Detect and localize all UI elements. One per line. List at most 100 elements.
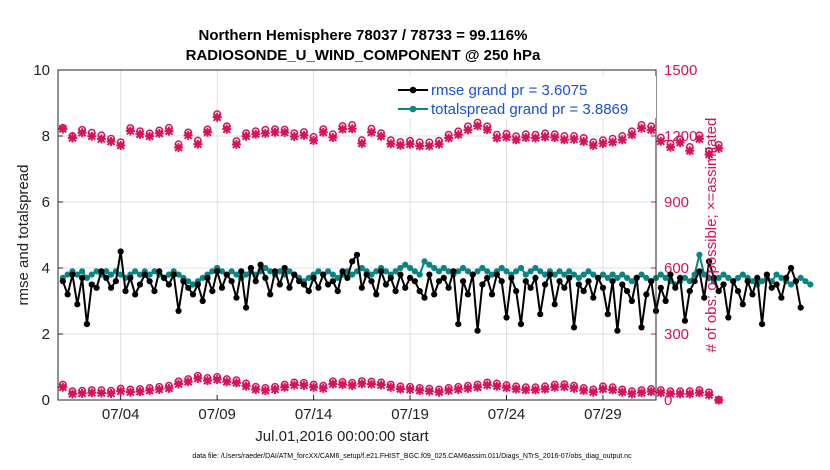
rmse-series-point	[324, 281, 332, 288]
totalspread-series-point	[189, 281, 197, 288]
rmse-series-point	[291, 271, 298, 278]
obs-assimilated-marker	[357, 138, 367, 148]
legend-totalspread-marker	[409, 105, 417, 113]
obs-assimilated-marker	[665, 142, 675, 152]
rmse-series-point	[257, 261, 264, 268]
obs-assimilated-marker	[569, 134, 579, 144]
left-y-tick-label: 2	[42, 326, 50, 343]
rmse-series-point	[339, 268, 346, 275]
rmse-series-point	[701, 294, 708, 301]
totalspread-series-point	[64, 271, 71, 278]
totalspread-series-point	[373, 268, 380, 275]
totalspread-series-point	[411, 268, 418, 275]
totalspread-series-point	[484, 268, 491, 275]
totalspread-series-point	[242, 271, 250, 278]
rmse-series-point	[575, 281, 582, 288]
rmse-series-point	[59, 278, 66, 285]
obs-assimilated-marker	[588, 140, 598, 150]
totalspread-series-point	[276, 268, 283, 275]
obs-assimilated-marker	[318, 383, 328, 393]
left-y-tick-label: 0	[42, 392, 50, 409]
totalspread-series-point	[402, 261, 409, 268]
obs-assimilated-marker	[627, 130, 637, 140]
obs-assimilated-marker	[424, 386, 434, 396]
plot-frame	[57, 69, 657, 401]
obs-assimilated-marker	[453, 384, 463, 394]
rmse-series-point	[358, 284, 365, 291]
rmse-series-point	[590, 294, 597, 301]
totalspread-series-point	[358, 264, 365, 272]
rmse-series-point	[199, 297, 206, 305]
rmse-series-point	[223, 271, 230, 278]
totalspread-series-point	[464, 268, 472, 275]
obs-assimilated-marker	[502, 132, 511, 142]
obs-assimilated-marker	[270, 127, 280, 137]
data-file-footnote: data file: /Users/raeder/DAI/ATM_forcXX/…	[192, 453, 632, 460]
rmse-series-point	[79, 274, 86, 281]
obs-assimilated-marker	[260, 128, 270, 138]
rmse-series-point	[315, 284, 322, 291]
totalspread-series-point	[107, 271, 115, 278]
totalspread-series-point	[262, 264, 269, 272]
obs-assimilated-marker	[550, 382, 560, 392]
rmse-series-point	[98, 268, 105, 275]
rmse-series-point	[189, 291, 197, 298]
obs-assimilated-marker	[637, 123, 647, 133]
rmse-series-point	[768, 284, 775, 291]
rmse-series-point	[349, 258, 356, 265]
obs-assimilated-marker	[58, 124, 68, 134]
obs-assimilated-marker	[87, 388, 97, 398]
rmse-series-point	[214, 268, 221, 275]
obs-assimilated-marker	[231, 378, 241, 388]
totalspread-series-point	[725, 274, 732, 281]
left-y-tick-label: 8	[42, 128, 50, 145]
right-y-tick-label: 900	[664, 194, 689, 211]
legend-rmse-marker	[409, 86, 417, 94]
rmse-series-point	[233, 294, 240, 301]
rmse-series-point	[710, 274, 717, 281]
obs-assimilated-marker	[405, 139, 415, 149]
rmse-series-point	[132, 291, 139, 298]
rmse-series-point	[445, 284, 452, 291]
obs-assimilated-marker	[183, 130, 193, 140]
obs-assimilated-marker	[530, 385, 540, 395]
rmse-series-point	[778, 294, 785, 301]
obs-assimilated-marker	[704, 390, 714, 400]
obs-assimilated-marker	[183, 377, 193, 387]
obs-assimilated-marker	[675, 389, 685, 399]
rmse-series-point	[69, 271, 76, 278]
obs-assimilated-marker	[521, 385, 531, 395]
rmse-series-point	[705, 258, 713, 265]
totalspread-series-point	[720, 271, 727, 278]
totalspread-series-point	[79, 268, 86, 275]
totalspread-series-point	[773, 271, 780, 278]
obs-assimilated-marker	[463, 125, 473, 135]
totalspread-series-point	[488, 271, 496, 278]
rmse-series-point	[686, 288, 693, 295]
totalspread-series-point	[83, 274, 91, 281]
totalspread-series-point	[628, 278, 635, 285]
totalspread-series-point	[199, 274, 206, 281]
totalspread-series-point	[286, 268, 293, 275]
totalspread-series-point	[136, 271, 144, 278]
totalspread-series-point	[532, 264, 539, 272]
totalspread-series-point	[185, 278, 192, 285]
obs-assimilated-marker	[685, 389, 695, 399]
rmse-series-point	[421, 294, 428, 301]
rmse-series-point	[546, 271, 554, 278]
totalspread-series-point	[474, 268, 481, 275]
totalspread-series-point	[175, 271, 182, 278]
rmse-series-point	[93, 284, 100, 291]
legend: rmse grand pr = 3.6075 totalspread grand…	[396, 76, 656, 118]
totalspread-series-point	[349, 271, 356, 278]
rmse-series-point	[513, 288, 520, 295]
totalspread-series-point	[778, 274, 785, 281]
totalspread-series-point	[807, 281, 814, 288]
obs-assimilated-marker	[222, 124, 232, 134]
obs-assimilated-marker	[550, 133, 560, 143]
obs-assimilated-marker	[627, 389, 637, 399]
totalspread-series-point	[397, 264, 404, 272]
obs-assimilated-marker	[579, 386, 589, 396]
rmse-series-point	[88, 281, 95, 288]
rmse-series-point	[614, 327, 621, 334]
